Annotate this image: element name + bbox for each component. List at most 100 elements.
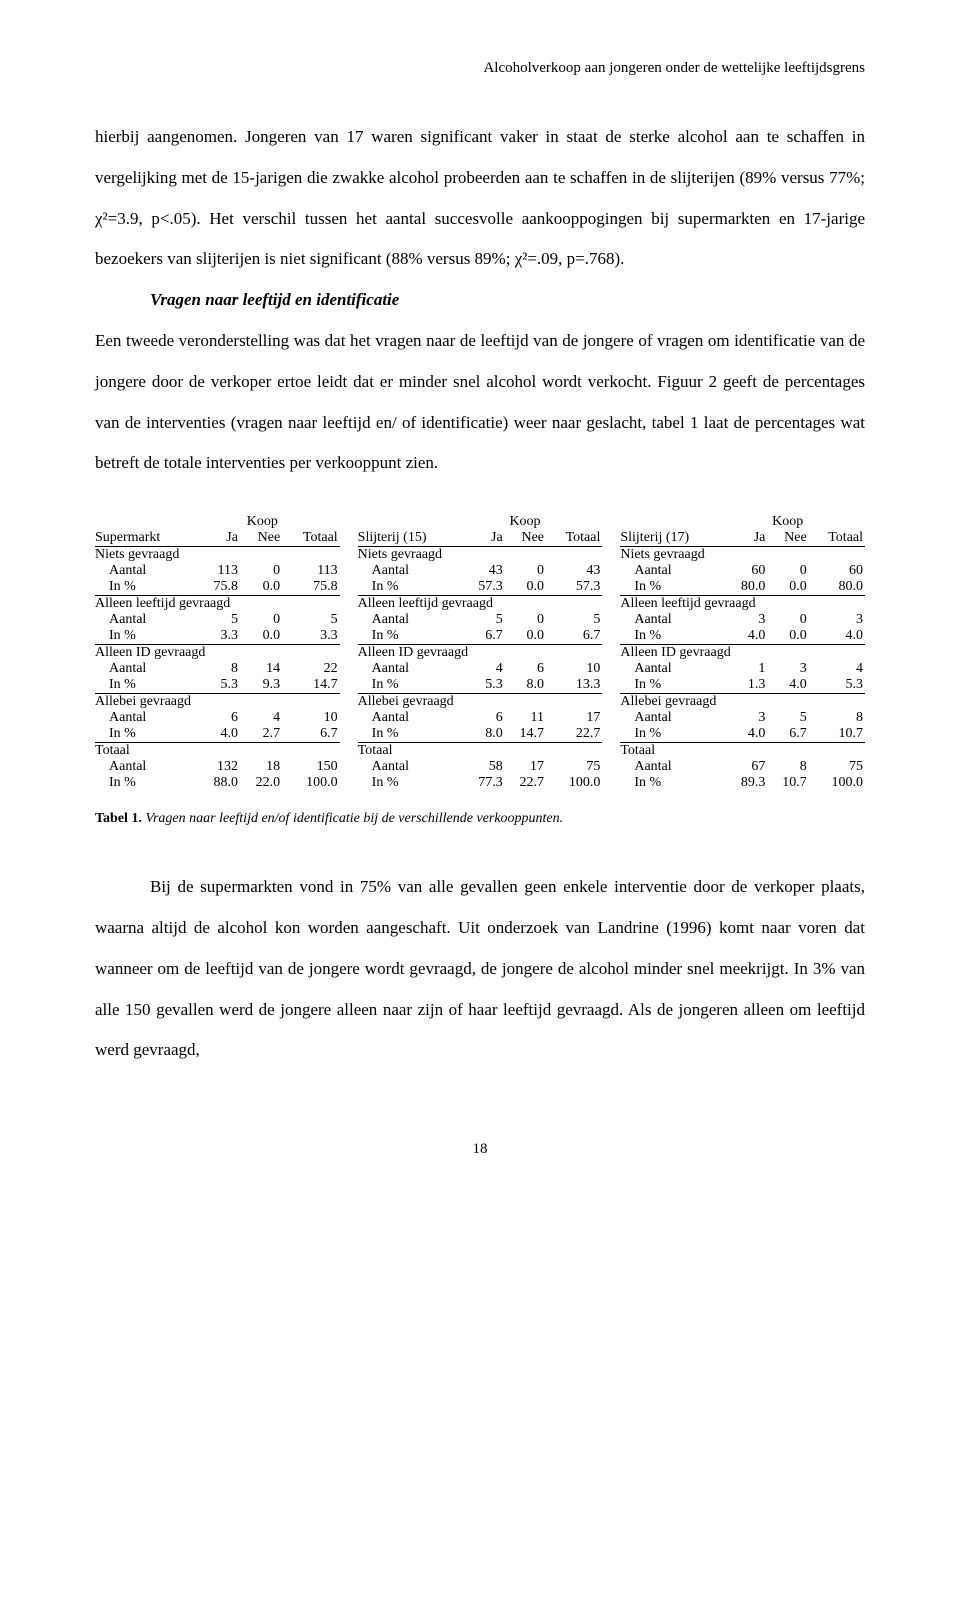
cell: 4.0 — [726, 726, 767, 743]
cell: 4 — [240, 710, 282, 726]
row-label: Totaal — [620, 743, 865, 760]
table-row: Aantal303 — [620, 612, 865, 628]
table-row: Aantal6410 — [95, 710, 340, 726]
row-label: Slijterij (17) — [620, 530, 726, 547]
cell: 3.3 — [198, 628, 240, 645]
cell: 5 — [463, 612, 504, 628]
cell: 8.0 — [463, 726, 504, 743]
row-label: Niets gevraagd — [620, 547, 865, 564]
cell: 57.3 — [463, 579, 504, 596]
koop-header: Koop — [95, 514, 340, 530]
cell: 0.0 — [505, 628, 546, 645]
cell: 3 — [726, 710, 767, 726]
cell: 5 — [282, 612, 340, 628]
table-row: In %5.39.314.7 — [95, 677, 340, 694]
cell: 17 — [546, 710, 602, 726]
section-row: Niets gevraagd — [358, 547, 603, 564]
table-row: In %57.30.057.3 — [358, 579, 603, 596]
table-row: In %4.00.04.0 — [620, 628, 865, 645]
table-row: Aantal67875 — [620, 759, 865, 775]
cell: 5 — [767, 710, 808, 726]
cell: Nee — [240, 530, 282, 547]
cell: 8 — [809, 710, 865, 726]
cell: 80.0 — [809, 579, 865, 596]
row-label: In % — [620, 726, 726, 743]
table-row: Aantal61117 — [358, 710, 603, 726]
cell: 88.0 — [198, 775, 240, 791]
cell: Nee — [767, 530, 808, 547]
cell: 60 — [809, 563, 865, 579]
cell: 1.3 — [726, 677, 767, 694]
totaal-row: Totaal — [95, 743, 340, 760]
row-label: In % — [358, 579, 464, 596]
table-row: In %5.38.013.3 — [358, 677, 603, 694]
row-label: Alleen ID gevraagd — [620, 645, 865, 662]
row-label: Aantal — [358, 759, 464, 775]
row-label: Aantal — [358, 563, 464, 579]
cell: 0.0 — [240, 579, 282, 596]
cell: 4.0 — [726, 628, 767, 645]
row-label: Aantal — [95, 759, 198, 775]
table-row: Aantal43043 — [358, 563, 603, 579]
cell: 0.0 — [767, 579, 808, 596]
cell: 75.8 — [282, 579, 340, 596]
table-row: In %88.022.0100.0 — [95, 775, 340, 791]
cell: 5.3 — [809, 677, 865, 694]
cell: 6 — [505, 661, 546, 677]
cell: 57.3 — [546, 579, 602, 596]
row-label: Niets gevraagd — [358, 547, 603, 564]
row-label: Alleen ID gevraagd — [95, 645, 340, 662]
table-row: Aantal4610 — [358, 661, 603, 677]
row-label: Alleen leeftijd gevraagd — [95, 596, 340, 613]
cell: 60 — [726, 563, 767, 579]
table-row: In %3.30.03.3 — [95, 628, 340, 645]
row-label: Supermarkt — [95, 530, 198, 547]
cell: 89.3 — [726, 775, 767, 791]
totaal-row: Totaal — [620, 743, 865, 760]
row-label: Slijterij (15) — [358, 530, 464, 547]
row-label: Aantal — [95, 612, 198, 628]
cell: 75 — [809, 759, 865, 775]
cell: 10 — [546, 661, 602, 677]
row-label: In % — [358, 628, 464, 645]
cell: 3.3 — [282, 628, 340, 645]
cell: 8.0 — [505, 677, 546, 694]
row-label: In % — [95, 677, 198, 694]
cell: 4 — [463, 661, 504, 677]
caption-text: Vragen naar leeftijd en/of identificatie… — [142, 811, 563, 826]
cell: 3 — [809, 612, 865, 628]
page-number: 18 — [95, 1141, 865, 1158]
cell: 8 — [198, 661, 240, 677]
header-row: Slijterij (17)JaNeeTotaal — [620, 530, 865, 547]
cell: 10.7 — [767, 775, 808, 791]
cell: 100.0 — [546, 775, 602, 791]
cell: 77.3 — [463, 775, 504, 791]
header-row: SupermarktJaNeeTotaal — [95, 530, 340, 547]
row-label: Allebei gevraagd — [620, 694, 865, 711]
cell: 5.3 — [463, 677, 504, 694]
row-label: Aantal — [358, 710, 464, 726]
table-row: In %8.014.722.7 — [358, 726, 603, 743]
lower-body: Bij de supermarkten vond in 75% van alle… — [95, 867, 865, 1071]
table-row: Aantal505 — [95, 612, 340, 628]
main-body: hierbij aangenomen. Jongeren van 17 ware… — [95, 117, 865, 484]
row-label: Totaal — [95, 743, 340, 760]
row-label: Allebei gevraagd — [358, 694, 603, 711]
row-label: Niets gevraagd — [95, 547, 340, 564]
cell: 58 — [463, 759, 504, 775]
section-row: Alleen leeftijd gevraagd — [95, 596, 340, 613]
tables-container: KoopSupermarktJaNeeTotaalNiets gevraagdA… — [95, 514, 865, 791]
row-label: Totaal — [358, 743, 603, 760]
section-row: Allebei gevraagd — [95, 694, 340, 711]
cell: 9.3 — [240, 677, 282, 694]
cell: 22.7 — [546, 726, 602, 743]
cell: 8 — [767, 759, 808, 775]
table: Slijterij (15)JaNeeTotaalNiets gevraagdA… — [358, 530, 603, 791]
cell: 18 — [240, 759, 282, 775]
section-row: Alleen ID gevraagd — [95, 645, 340, 662]
row-label: In % — [358, 726, 464, 743]
cell: 14 — [240, 661, 282, 677]
row-label: Alleen leeftijd gevraagd — [358, 596, 603, 613]
cell: 80.0 — [726, 579, 767, 596]
cell: 5 — [198, 612, 240, 628]
